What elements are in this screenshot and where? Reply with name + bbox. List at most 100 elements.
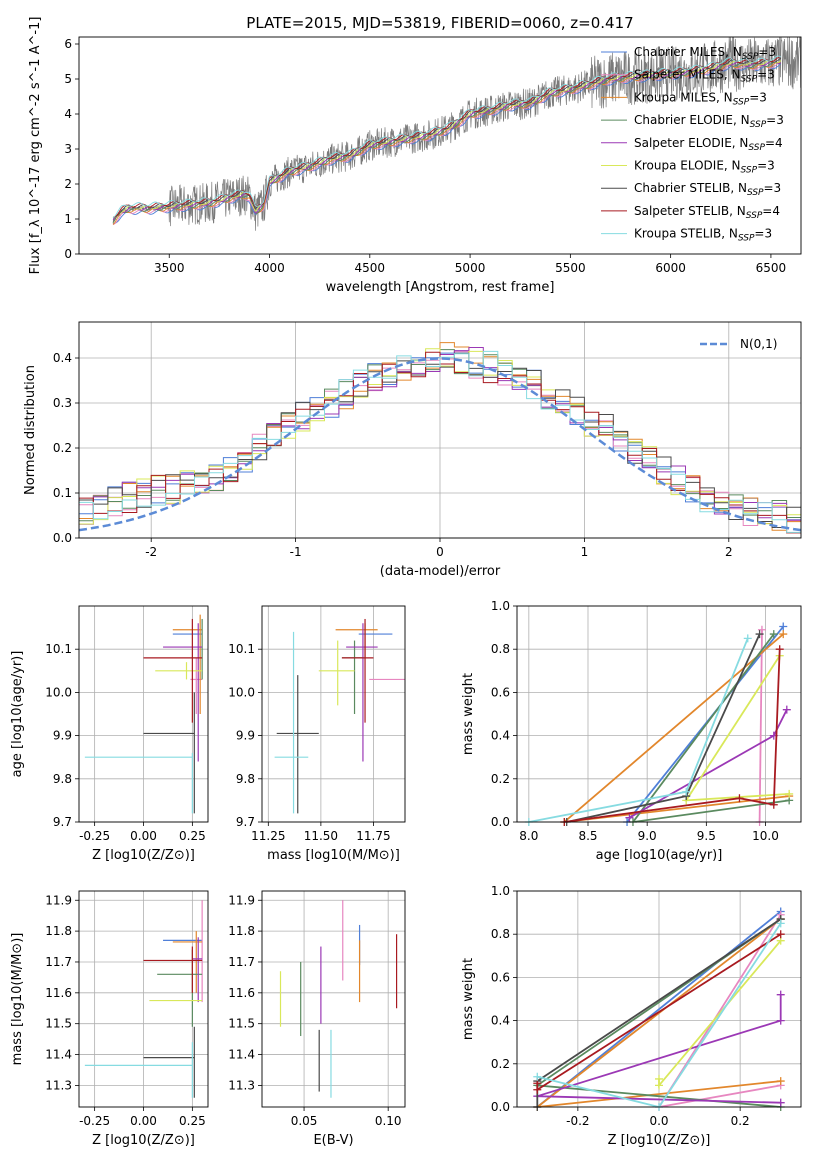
weight-marker [776,1077,785,1086]
residual-histogram [79,351,801,526]
y-axis-label: age [log10(age/yr)] [10,651,25,778]
chart-mass-vs-EBV: 0.05 0.10 11.3 11.4 11.5 11.6 11.7 11.8 11.9 E(B-… [228,890,406,1148]
x-tick-label: 11.25 [251,829,285,843]
x-axis-label: Z [log10(Z/Z⊙)] [92,1133,195,1148]
y-tick-label: 10.1 [45,642,72,656]
weight-marker [779,630,788,639]
x-tick-label: 0.10 [375,1114,402,1128]
y-tick-label: 0.8 [491,927,510,941]
y-tick-label: 9.8 [236,772,255,786]
y-tick-label: 0.6 [491,970,510,984]
y-tick-label: 1.0 [491,884,510,898]
weight-marker [682,787,691,796]
x-tick-label: 11.50 [304,829,338,843]
weight-line [566,633,761,822]
weight-marker [775,645,784,654]
x-tick-label: 4500 [355,261,386,275]
x-axis-label: age [log10(age/yr)] [596,848,723,863]
axes-frame [78,605,209,823]
y-tick-label: 11.6 [45,986,72,1000]
y-tick-label: 0.4 [53,351,72,365]
axes-frame [78,890,209,1108]
weight-line [758,629,763,822]
residual-histogram [79,351,801,534]
chart-mass-vs-Z: -0.25 0.00 0.25 11.3 11.4 11.5 11.6 11.7 11.8 11.… [10,890,209,1148]
weight-marker [769,800,778,809]
x-axis-label: Z [log10(Z/Z⊙)] [608,1133,711,1148]
axes-frame [78,321,802,539]
y-tick-label: 10.0 [45,685,72,699]
x-tick-label: 0 [436,545,444,559]
chart-age-vs-mass: 11.25 11.50 11.75 9.7 9.8 9.9 10.0 10.1 mass [lo… [228,605,406,863]
y-tick-label: 11.9 [45,893,72,907]
legend-label: Chabrier MILES, NSSP=3 [634,45,776,62]
chart-spectrum: 3500 4000 4500 5000 5500 6000 6500 0 1 2 3 4 5 6 wavel… [28,17,802,295]
x-axis-label: Z [log10(Z/Z⊙)] [92,848,195,863]
y-tick-label: 9.7 [236,815,255,829]
x-tick-label: 6500 [756,261,787,275]
y-axis-label: Normed distribution [23,365,38,495]
normal-curve [79,357,801,532]
y-tick-label: 11.9 [228,893,255,907]
legend-label: Salpeter ELODIE, NSSP=4 [634,136,783,153]
y-tick-label: 0.2 [491,772,510,786]
weight-marker [776,1098,785,1107]
x-axis-label: E(B-V) [313,1133,353,1148]
y-tick-label: 0.2 [53,441,72,455]
weight-line [528,638,749,822]
x-tick-label: 9.5 [697,829,716,843]
y-axis-label: mass [log10(M/M⊙)] [10,933,25,1066]
y-tick-label: 11.5 [228,1017,255,1031]
x-tick-label: 11.75 [356,829,390,843]
y-tick-label: 6 [64,37,72,51]
y-tick-label: 0.0 [491,815,510,829]
x-tick-label: -2 [145,545,157,559]
x-axis-label: wavelength [Angstrom, rest frame] [326,280,555,295]
y-tick-label: 0.4 [491,1014,510,1028]
x-axis-label: (data-model)/error [380,564,501,579]
y-tick-label: 11.7 [45,955,72,969]
y-tick-label: 11.8 [228,924,255,938]
legend-label: Kroupa STELIB, NSSP=3 [634,227,772,244]
weight-line [657,914,782,1107]
x-tick-label: -1 [290,545,302,559]
weight-marker [776,930,785,939]
y-tick-label: 0.6 [491,685,510,699]
x-tick-label: 0.00 [130,829,157,843]
y-tick-label: 1 [64,212,72,226]
y-tick-label: 0.3 [53,396,72,410]
x-tick-label: 5500 [555,261,586,275]
x-tick-label: 1 [581,545,589,559]
legend-label: Chabrier ELODIE, NSSP=3 [634,113,784,130]
y-tick-label: 10.1 [228,642,255,656]
legend-label: Salpeter MILES, NSSP=3 [634,68,775,85]
y-tick-label: 3 [64,142,72,156]
chart-weight-vs-Z: -0.2 0.0 0.2 0.0 0.2 0.4 0.6 0.8 1.0 Z [log10(Z/Z… [461,884,802,1148]
y-tick-label: 10.0 [228,685,255,699]
weight-marker [757,625,766,634]
x-tick-label: 0.05 [291,1114,318,1128]
normal-legend-label: N(0,1) [740,337,777,351]
weight-line [537,994,782,1104]
weight-line [537,922,782,1107]
x-tick-label: 8.5 [578,829,597,843]
weight-line [562,633,790,822]
y-tick-label: 11.6 [228,986,255,1000]
legend-label: Kroupa MILES, NSSP=3 [634,90,767,107]
axes-frame [516,605,802,823]
residual-histogram [79,350,801,533]
x-tick-label: 10.0 [752,829,779,843]
x-tick-label: -0.25 [79,829,110,843]
legend-label: Kroupa ELODIE, NSSP=3 [634,159,775,176]
y-tick-label: 11.3 [45,1078,72,1092]
spectrum-legend: Chabrier MILES, NSSP=3 Salpeter MILES, NS… [601,45,784,244]
y-tick-label: 11.4 [45,1048,72,1062]
weight-marker [782,705,791,714]
y-axis-label: mass weight [461,958,476,1040]
y-tick-label: 9.9 [236,729,255,743]
weight-line [628,709,788,819]
x-tick-label: 8.0 [519,829,538,843]
x-axis-label: mass [log10(M/M⊙)] [267,848,400,863]
y-tick-label: 0.0 [491,1100,510,1114]
